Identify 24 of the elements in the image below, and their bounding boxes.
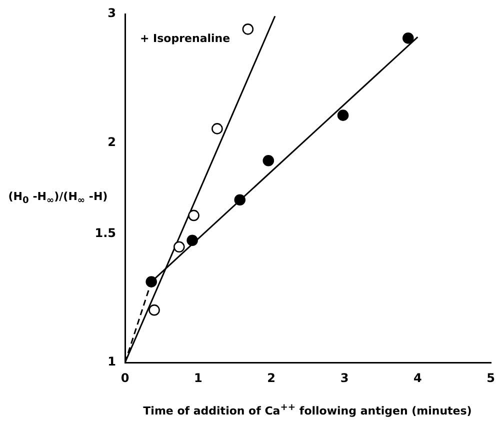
point	[148, 304, 160, 316]
point	[262, 154, 274, 166]
x-axis-title: Time of addition of Ca$^{++}$ following antigen (minutes)	[142, 402, 473, 418]
y-tick-label: 2	[108, 134, 116, 149]
y-tick-label: 1	[108, 354, 116, 369]
x-tick-label: 5	[486, 370, 496, 385]
x-tick-label: 4	[413, 370, 422, 385]
point	[146, 276, 157, 288]
x-tick-label: 0	[120, 370, 130, 385]
point	[242, 24, 254, 35]
x-tick-label: 3	[340, 370, 349, 385]
point	[337, 110, 349, 121]
point	[212, 123, 223, 134]
point	[402, 32, 414, 44]
y-axis-title: (H$_{0}$ -H$_{∞}$)/(H$_{∞}$ -H)	[7, 190, 109, 206]
y-tick-label: 1.5	[94, 226, 116, 240]
annotation: + Isoprenaline	[140, 32, 230, 45]
x-tick-label: 1	[194, 370, 202, 385]
x-tick-label: 2	[267, 370, 276, 385]
point	[188, 210, 200, 222]
y-tick-label: 3	[108, 6, 116, 20]
point	[173, 241, 185, 253]
point	[234, 194, 246, 206]
point	[186, 234, 198, 246]
